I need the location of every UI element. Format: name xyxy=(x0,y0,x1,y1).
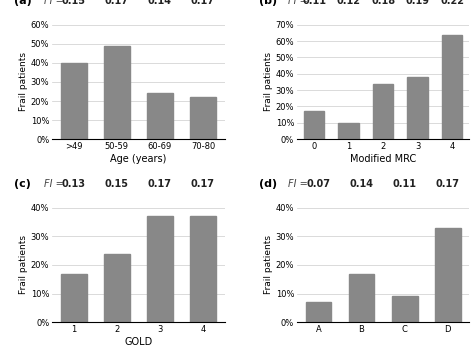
Bar xyxy=(61,63,87,139)
Bar xyxy=(61,274,87,322)
X-axis label: GOLD: GOLD xyxy=(124,337,153,347)
Bar xyxy=(304,112,325,139)
Y-axis label: Frail patients: Frail patients xyxy=(264,52,273,112)
Text: 0.17: 0.17 xyxy=(191,0,215,6)
Text: 0.17: 0.17 xyxy=(105,0,129,6)
Text: FI =: FI = xyxy=(288,0,308,6)
Bar xyxy=(442,35,462,139)
Bar xyxy=(435,228,461,322)
Bar xyxy=(306,302,331,322)
Text: 0.14: 0.14 xyxy=(349,179,374,189)
Text: FI =: FI = xyxy=(288,179,308,189)
X-axis label: Age (years): Age (years) xyxy=(110,154,166,164)
Bar xyxy=(392,296,418,322)
Bar xyxy=(147,216,173,322)
Y-axis label: Frail patients: Frail patients xyxy=(19,52,28,112)
X-axis label: Modified MRC: Modified MRC xyxy=(350,154,416,164)
Bar xyxy=(373,84,393,139)
Bar xyxy=(104,46,130,139)
Bar xyxy=(348,274,374,322)
Text: 0.15: 0.15 xyxy=(105,179,129,189)
Text: FI =: FI = xyxy=(44,179,63,189)
Text: (d): (d) xyxy=(259,179,277,189)
Y-axis label: Frail patients: Frail patients xyxy=(264,235,273,295)
Text: FI =: FI = xyxy=(44,0,63,6)
Text: 0.12: 0.12 xyxy=(337,0,361,6)
Text: 0.18: 0.18 xyxy=(371,0,395,6)
Text: 0.07: 0.07 xyxy=(307,179,330,189)
Text: 0.11: 0.11 xyxy=(302,0,326,6)
Text: (c): (c) xyxy=(14,179,31,189)
Bar xyxy=(190,216,216,322)
Bar xyxy=(407,77,428,139)
Bar xyxy=(338,123,359,139)
Text: 0.22: 0.22 xyxy=(440,0,464,6)
Text: 0.17: 0.17 xyxy=(436,179,460,189)
Text: (a): (a) xyxy=(14,0,32,6)
Bar xyxy=(190,97,216,139)
Text: 0.15: 0.15 xyxy=(62,0,86,6)
Text: 0.13: 0.13 xyxy=(62,179,86,189)
Bar xyxy=(104,253,130,322)
Text: 0.11: 0.11 xyxy=(392,179,417,189)
Bar xyxy=(147,93,173,139)
Y-axis label: Frail patients: Frail patients xyxy=(19,235,28,295)
Text: (b): (b) xyxy=(259,0,277,6)
Text: 0.19: 0.19 xyxy=(406,0,429,6)
Text: 0.17: 0.17 xyxy=(148,179,172,189)
Text: 0.17: 0.17 xyxy=(191,179,215,189)
Text: 0.14: 0.14 xyxy=(148,0,172,6)
